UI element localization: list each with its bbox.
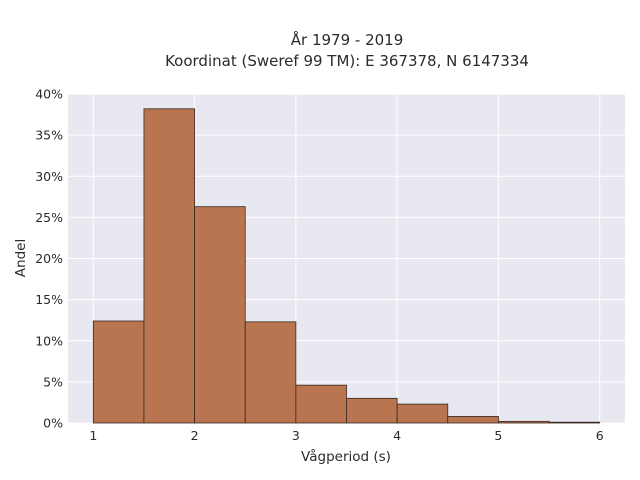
- x-axis-title: Vågperiod (s): [301, 448, 391, 465]
- x-tick-label: 1: [89, 428, 97, 443]
- histogram-bar: [396, 403, 449, 424]
- axis-ticks: 0% 5% 10% 15% 20% 25% 30% 35% 40% 1 2 3 4 5 6: [35, 87, 604, 444]
- histogram-bar: [244, 321, 297, 424]
- x-tick-label: 2: [191, 428, 199, 443]
- histogram-bar: [194, 206, 246, 424]
- x-tick-label: 6: [596, 428, 604, 443]
- y-tick-label: 20%: [35, 251, 63, 266]
- y-tick-label: 30%: [35, 169, 63, 184]
- chart-title-line-1: År 1979 - 2019: [291, 30, 404, 49]
- histogram-bar: [143, 108, 195, 424]
- histogram-bar: [447, 416, 499, 424]
- x-tick-label: 4: [393, 428, 401, 443]
- y-tick-label: 40%: [35, 87, 63, 102]
- histogram-bar: [498, 420, 550, 424]
- histogram-bars: [92, 108, 601, 424]
- y-tick-label: 0%: [43, 416, 63, 431]
- y-tick-label: 35%: [35, 128, 63, 143]
- histogram-bar: [548, 421, 601, 424]
- y-tick-label: 25%: [35, 210, 63, 225]
- x-tick-label: 3: [292, 428, 300, 443]
- histogram-bar: [92, 320, 145, 424]
- histogram-bar: [295, 384, 347, 424]
- histogram-bar: [346, 397, 398, 424]
- x-tick-label: 5: [494, 428, 502, 443]
- chart-title-line-2: Koordinat (Sweref 99 TM): E 367378, N 61…: [165, 52, 529, 70]
- y-tick-label: 15%: [35, 292, 63, 307]
- y-tick-label: 10%: [35, 333, 63, 348]
- y-axis-title: Andel: [13, 239, 29, 277]
- y-tick-label: 5%: [43, 374, 63, 389]
